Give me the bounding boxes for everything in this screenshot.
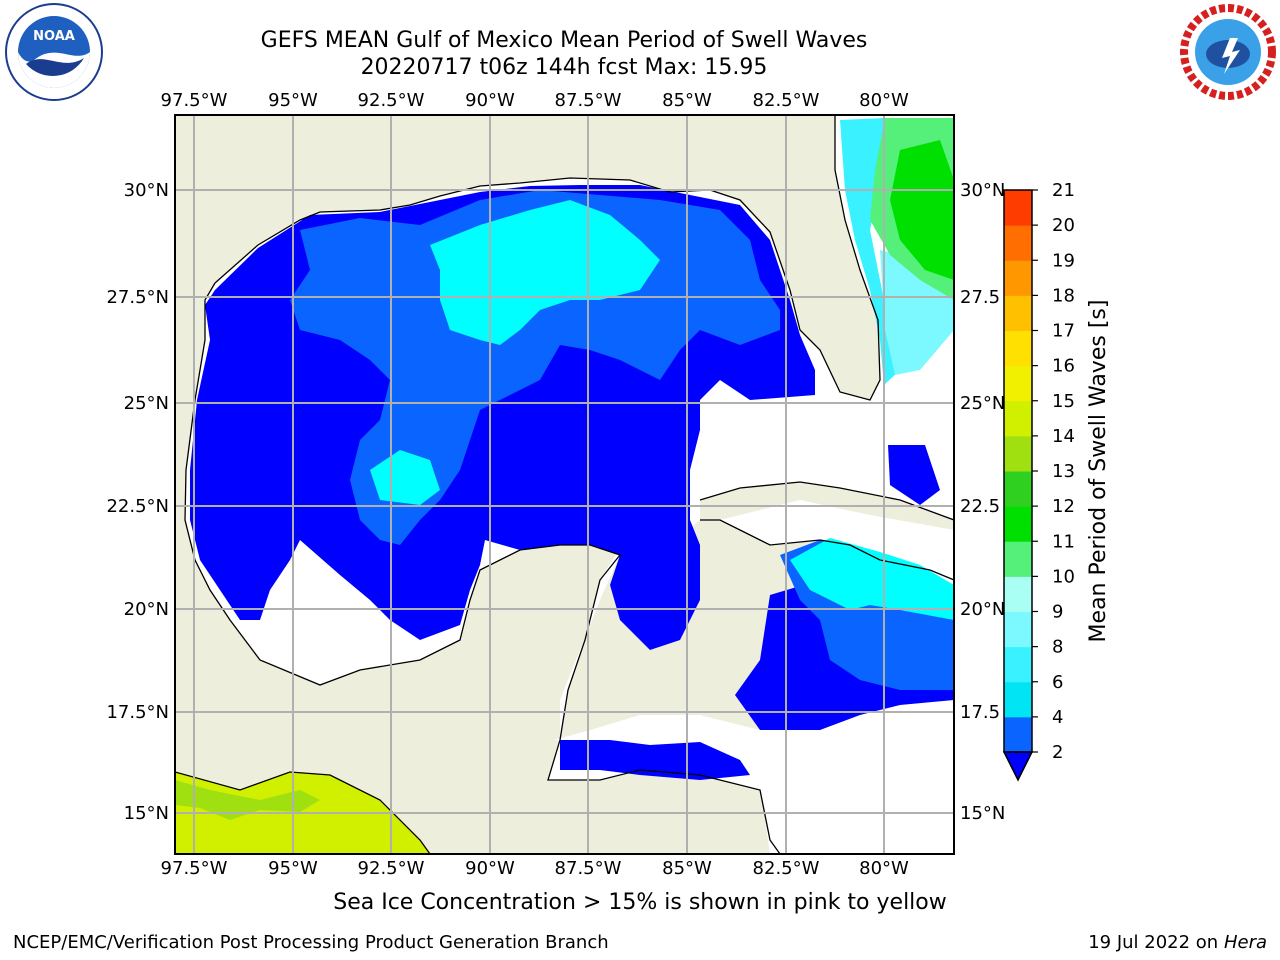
- colorbar-tick-label: 21: [1052, 180, 1075, 201]
- footer-host: Hera: [1223, 932, 1267, 953]
- lat-label-left: 27.5°N: [106, 287, 169, 308]
- lat-label-right: 25°N: [960, 393, 1005, 414]
- colorbar-segment: [1004, 576, 1032, 612]
- colorbar-tick-label: 4: [1052, 707, 1063, 728]
- colorbar-segment: [1004, 541, 1032, 577]
- noaa-logo: NOAA: [5, 3, 103, 101]
- lat-label-left: 25°N: [124, 393, 169, 414]
- colorbar-segment: [1004, 225, 1032, 261]
- lon-label-bottom: 95°W: [268, 858, 318, 879]
- footer-date-text: 19 Jul 2022 on: [1088, 932, 1224, 953]
- footer-date: 19 Jul 2022 on Hera: [1088, 932, 1267, 953]
- colorbar-tick-label: 19: [1052, 250, 1075, 271]
- lon-label-top: 92.5°W: [358, 90, 425, 111]
- colorbar-segment: [1004, 471, 1032, 507]
- lon-label-top: 85°W: [662, 90, 712, 111]
- lon-label-bottom: 87.5°W: [555, 858, 622, 879]
- colorbar-tick-label: 13: [1052, 461, 1075, 482]
- lon-label-bottom: 80°W: [859, 858, 909, 879]
- lon-label-top: 95°W: [268, 90, 318, 111]
- colorbar-segment: [1004, 365, 1032, 402]
- colorbar-segment: [1004, 295, 1032, 331]
- lon-label-top: 90°W: [465, 90, 515, 111]
- swell-2-4s-carib: [560, 740, 750, 780]
- gridlines: [175, 115, 954, 854]
- chart-subtitle: 20220717 t06z 144h fcst Max: 15.95: [360, 55, 768, 80]
- colorbar-segment: [1004, 716, 1032, 753]
- swell-pacific-green: [175, 780, 320, 820]
- lat-label-right: 15°N: [960, 803, 1005, 824]
- lat-label-left: 30°N: [124, 180, 169, 201]
- lon-label-top: 82.5°W: [753, 90, 820, 111]
- swell-atlantic-deepgreen: [890, 140, 954, 280]
- colorbar-tick-label: 17: [1052, 321, 1075, 342]
- colorbar-label: Mean Period of Swell Waves [s]: [1086, 300, 1111, 643]
- colorbar-segment: [1004, 190, 1032, 226]
- lon-label-top: 87.5°W: [555, 90, 622, 111]
- lat-label-right: 17.5: [960, 702, 1000, 723]
- colorbar-tick-label: 15: [1052, 391, 1075, 412]
- lat-label-left: 15°N: [124, 803, 169, 824]
- chart-title: GEFS MEAN Gulf of Mexico Mean Period of …: [260, 28, 868, 53]
- lat-label-left: 17.5°N: [106, 702, 169, 723]
- colorbar-tick-label: 9: [1052, 602, 1063, 623]
- colorbar-segment: [1004, 506, 1032, 542]
- colorbar-segment: [1004, 681, 1032, 718]
- lat-label-left: 22.5°N: [106, 496, 169, 517]
- lat-label-right: 30°N: [960, 180, 1005, 201]
- lon-label-bottom: 97.5°W: [161, 858, 228, 879]
- colorbar-tick-label: 16: [1052, 356, 1075, 377]
- lon-label-top: 97.5°W: [161, 90, 228, 111]
- colorbar-segment: [1004, 611, 1032, 648]
- footer-credit: NCEP/EMC/Verification Post Processing Pr…: [13, 932, 609, 953]
- colorbar-under-arrow: [1002, 751, 1034, 782]
- nws-logo: [1180, 4, 1276, 100]
- lon-label-top: 80°W: [859, 90, 909, 111]
- lon-label-bottom: 85°W: [662, 858, 712, 879]
- colorbar-tick-label: 2: [1052, 742, 1063, 763]
- colorbar: 2 4 6 8 9 10 11 12 13 14 15 16 17 18 19 20 21: [1002, 180, 1075, 782]
- colorbar-tick-label: 10: [1052, 566, 1075, 587]
- swell-6-8s: [430, 200, 660, 345]
- map-frame: [174, 114, 955, 855]
- lat-label-right: 27.5: [960, 287, 1000, 308]
- colorbar-segment: [1004, 400, 1032, 437]
- svg-text:NOAA: NOAA: [33, 29, 75, 44]
- lat-label-left: 20°N: [124, 599, 169, 620]
- colorbar-segment: [1004, 330, 1032, 367]
- lat-label-right: 20°N: [960, 599, 1005, 620]
- swell-2-4s-se: [888, 445, 940, 505]
- swell-6-8s-2: [370, 450, 440, 505]
- colorbar-segment: [1004, 646, 1032, 683]
- colorbar-tick-label: 6: [1052, 672, 1063, 693]
- coastlines: [175, 115, 954, 854]
- lon-label-bottom: 82.5°W: [753, 858, 820, 879]
- colorbar-tick-label: 18: [1052, 285, 1075, 306]
- colorbar-tick-label: 14: [1052, 426, 1075, 447]
- colorbar-segment: [1004, 260, 1032, 296]
- swell-6-8s-east: [790, 538, 954, 620]
- colorbar-tick-label: 20: [1052, 215, 1075, 236]
- colorbar-tick-label: 11: [1052, 531, 1075, 552]
- colorbar-tick-label: 8: [1052, 637, 1063, 658]
- lat-label-right: 22.5: [960, 496, 1000, 517]
- colorbar-segment: [1004, 435, 1032, 472]
- sea-ice-caption: Sea Ice Concentration > 15% is shown in …: [333, 890, 947, 915]
- lon-label-bottom: 90°W: [465, 858, 515, 879]
- lon-label-bottom: 92.5°W: [358, 858, 425, 879]
- colorbar-tick-label: 12: [1052, 496, 1075, 517]
